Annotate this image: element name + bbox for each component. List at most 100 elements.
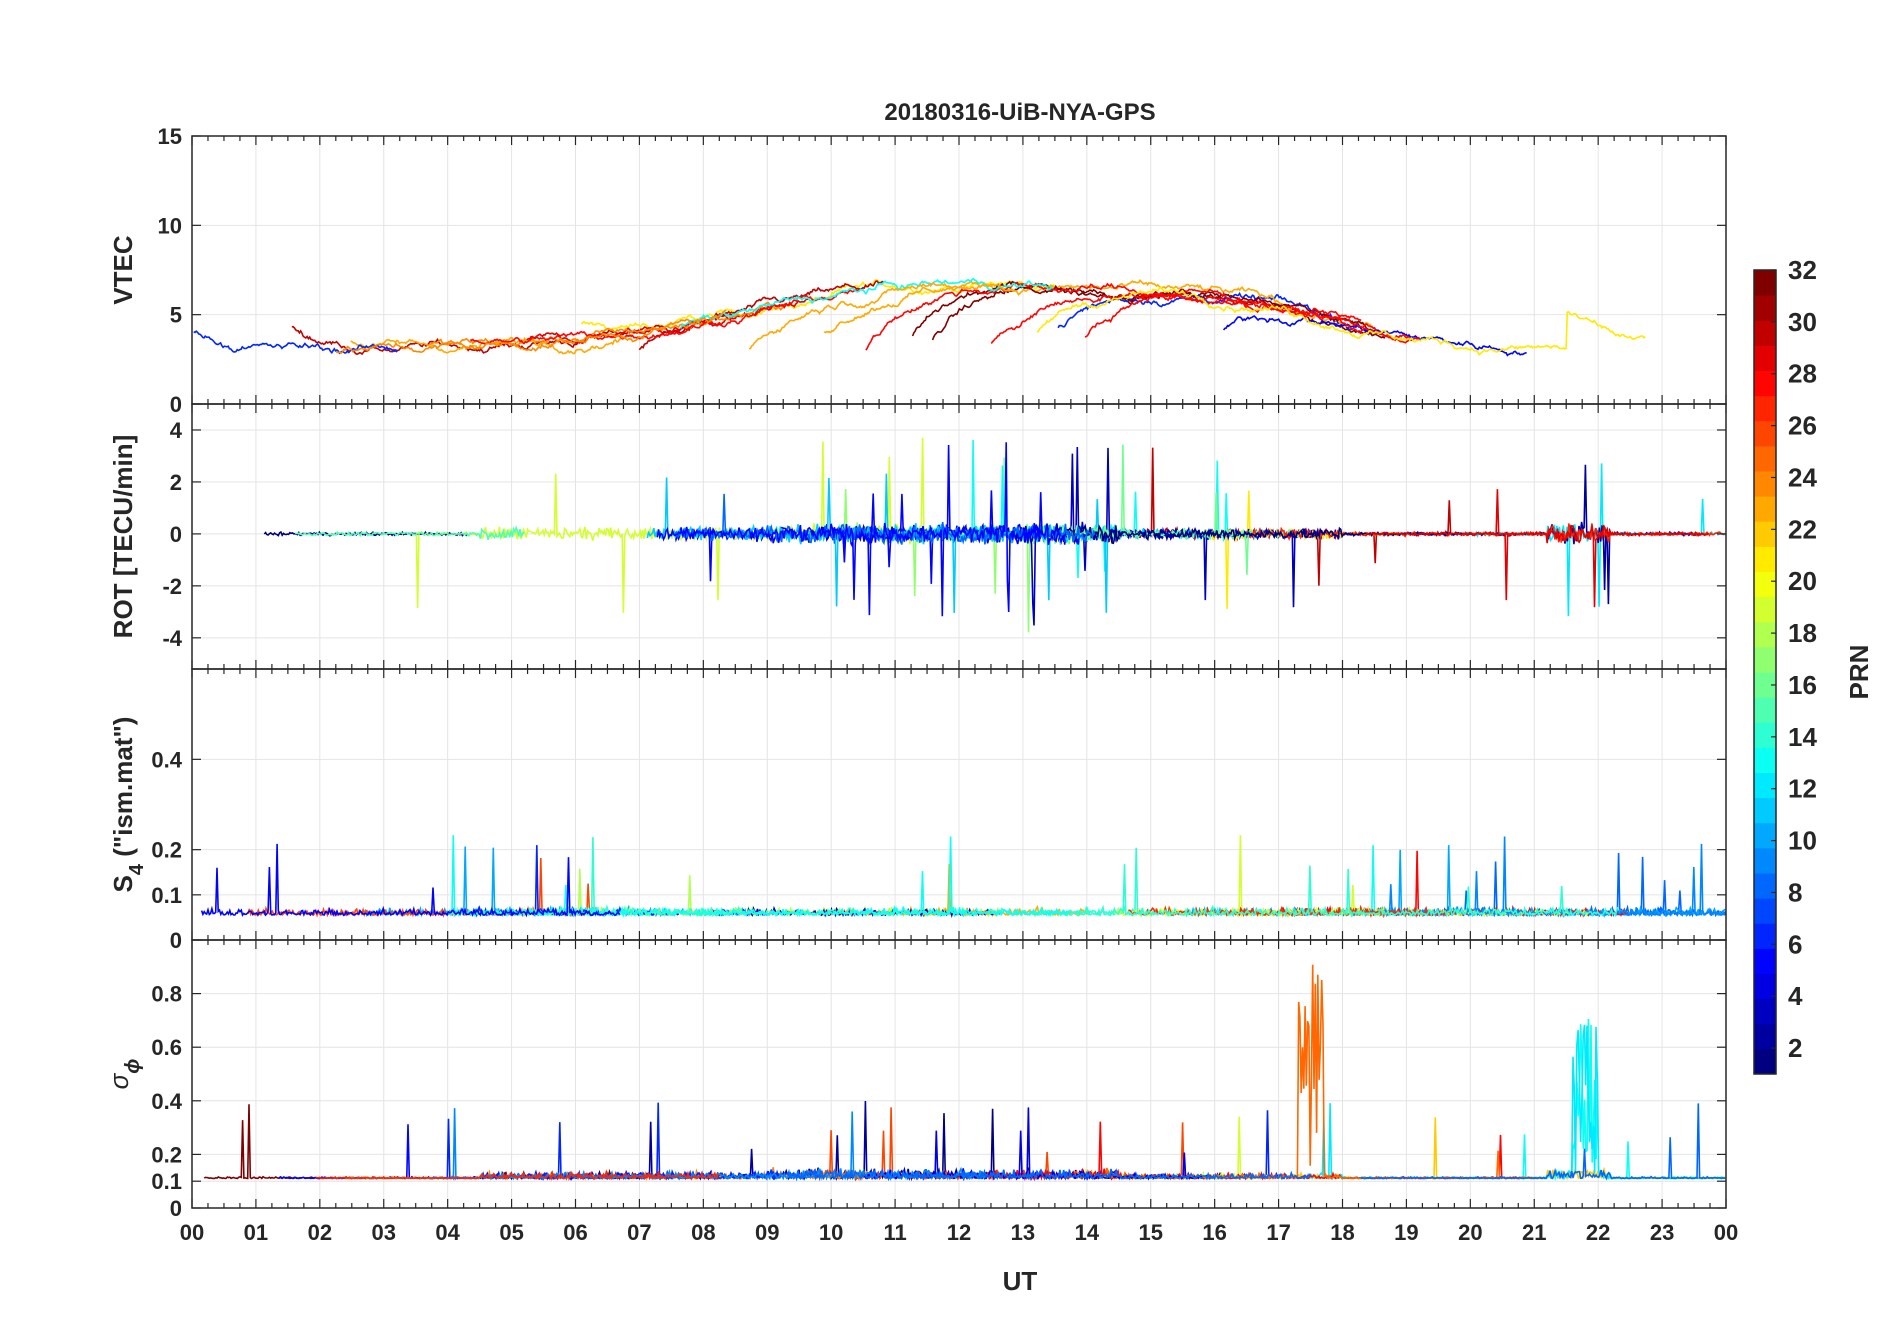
series-line-s4 <box>1031 864 1619 918</box>
colorbar-tick-label: 10 <box>1788 826 1817 856</box>
colorbar-bin <box>1754 998 1776 1025</box>
series-group-vtec <box>193 277 1646 357</box>
x-tick-label: 01 <box>244 1220 268 1245</box>
y-tick-label: 0.2 <box>151 1142 182 1167</box>
colorbar-tick-label: 14 <box>1788 722 1817 752</box>
x-tick-label: 03 <box>372 1220 396 1245</box>
y-tick-label: 0 <box>170 522 182 547</box>
colorbar-bin <box>1754 370 1776 397</box>
colorbar-bin <box>1754 722 1776 748</box>
x-tick-label: 07 <box>627 1220 651 1245</box>
series-line-vtec <box>1084 293 1362 338</box>
colorbar-tick-label: 18 <box>1788 618 1817 648</box>
colorbar-bin <box>1754 395 1776 422</box>
colorbar-bin <box>1754 295 1776 321</box>
series-line-s4 <box>1128 905 1457 918</box>
x-axis-label: UT <box>1003 1266 1038 1296</box>
colorbar-tick-label: 26 <box>1788 411 1817 441</box>
x-tick-label: 08 <box>691 1220 715 1245</box>
y-axis-label-rot: ROT [TECU/min] <box>108 435 138 639</box>
y-tick-label: 15 <box>158 124 182 149</box>
panel-sigma_phi: 00.10.2 0.4 0.6 0.8 σϕ 00 01 02 03 04 05 06 07 08 09 10… <box>104 939 1738 1245</box>
colorbar-tick-label: 28 <box>1788 359 1817 389</box>
series-line-sigma_phi <box>315 1169 720 1181</box>
colorbar-tick-label: 32 <box>1788 255 1817 285</box>
colorbar-bin <box>1754 772 1776 799</box>
colorbar-bin <box>1754 697 1776 723</box>
series-line-sigma_phi <box>786 1167 1312 1182</box>
x-tick-label: 13 <box>1011 1220 1035 1245</box>
series-line-vtec <box>335 309 727 354</box>
colorbar-bin <box>1754 672 1776 698</box>
colorbar-tick-label: 22 <box>1788 514 1817 544</box>
y-tick-label: 0.8 <box>151 982 182 1007</box>
colorbar-bin <box>1754 445 1776 472</box>
x-tick-label: 22 <box>1586 1220 1610 1245</box>
colorbar-bin <box>1754 973 1776 1000</box>
colorbar-tick-label: 8 <box>1788 877 1802 907</box>
colorbar-bin <box>1754 270 1776 296</box>
chart-title: 20180316-UiB-NYA-GPS <box>884 99 1155 126</box>
series-line-vtec <box>525 297 809 345</box>
series-line-vtec <box>748 281 1015 350</box>
x-tick-label: 23 <box>1650 1220 1674 1245</box>
x-tick-label: 00 <box>180 1220 204 1245</box>
series-line-vtec <box>931 282 1386 341</box>
y-tick-label: 0.4 <box>151 1089 182 1114</box>
y-axis-label-vtec: VTEC <box>108 235 138 305</box>
x-tick-label: 09 <box>755 1220 779 1245</box>
colorbar-tick-label: 12 <box>1788 774 1817 804</box>
colorbar-bin <box>1754 420 1776 447</box>
y-tick-label: 2 <box>170 470 182 495</box>
series-line-vtec <box>679 277 1054 329</box>
x-tick-label: 19 <box>1394 1220 1418 1245</box>
y-tick-label: 0.1 <box>151 1169 182 1194</box>
colorbar-frame <box>1753 269 1777 1075</box>
colorbar-tick-label: 4 <box>1788 981 1803 1011</box>
series-line-rot <box>1365 489 1709 608</box>
x-tick-label: 18 <box>1330 1220 1354 1245</box>
x-tick-label: 16 <box>1202 1220 1226 1245</box>
x-tick-label: 15 <box>1139 1220 1163 1245</box>
y-tick-label: 0.6 <box>151 1035 182 1060</box>
colorbar-bin <box>1754 898 1776 924</box>
y-axis-label-sigma_phi: σϕ <box>104 1059 144 1090</box>
panel-rot: -4 -2 0 2 4 ROT [TECU/min] <box>108 403 1727 670</box>
colorbar-bin <box>1754 646 1776 673</box>
x-tick-label: 20 <box>1458 1220 1482 1245</box>
colorbar-bin <box>1754 1023 1776 1050</box>
series-group-s4 <box>200 835 1726 919</box>
y-tick-label: 0.4 <box>151 747 182 772</box>
x-tick-label: 12 <box>947 1220 971 1245</box>
colorbar-bin <box>1754 822 1776 849</box>
y-tick-label: 0.1 <box>151 883 182 908</box>
y-tick-label: 0 <box>170 928 182 953</box>
colorbar-bin <box>1754 596 1776 623</box>
panel-vtec: 0 5 10 15 VTEC <box>108 124 1727 417</box>
series-line-s4 <box>200 843 621 918</box>
series-line-vtec <box>1036 285 1646 356</box>
series-line-vtec <box>638 280 884 351</box>
series-line-rot <box>294 525 525 540</box>
x-tick-label: 17 <box>1266 1220 1290 1245</box>
colorbar-bin <box>1754 747 1776 773</box>
series-line-vtec <box>193 330 398 355</box>
colorbar-bin <box>1754 873 1776 899</box>
colorbar-bin <box>1754 496 1776 522</box>
colorbar-tick-label: 30 <box>1788 307 1817 337</box>
colorbar-bin <box>1754 847 1776 874</box>
x-tick-label: 02 <box>308 1220 332 1245</box>
y-tick-label: 0 <box>170 392 182 417</box>
colorbar-tick-label: 16 <box>1788 670 1817 700</box>
y-tick-label: 10 <box>158 213 182 238</box>
x-tick-label: 21 <box>1522 1220 1546 1245</box>
colorbar-bin <box>1754 1048 1776 1075</box>
x-tick-label: 10 <box>819 1220 843 1245</box>
x-tick-label: 06 <box>563 1220 587 1245</box>
y-tick-label: 4 <box>170 418 183 443</box>
y-tick-label: 0 <box>170 1196 182 1221</box>
